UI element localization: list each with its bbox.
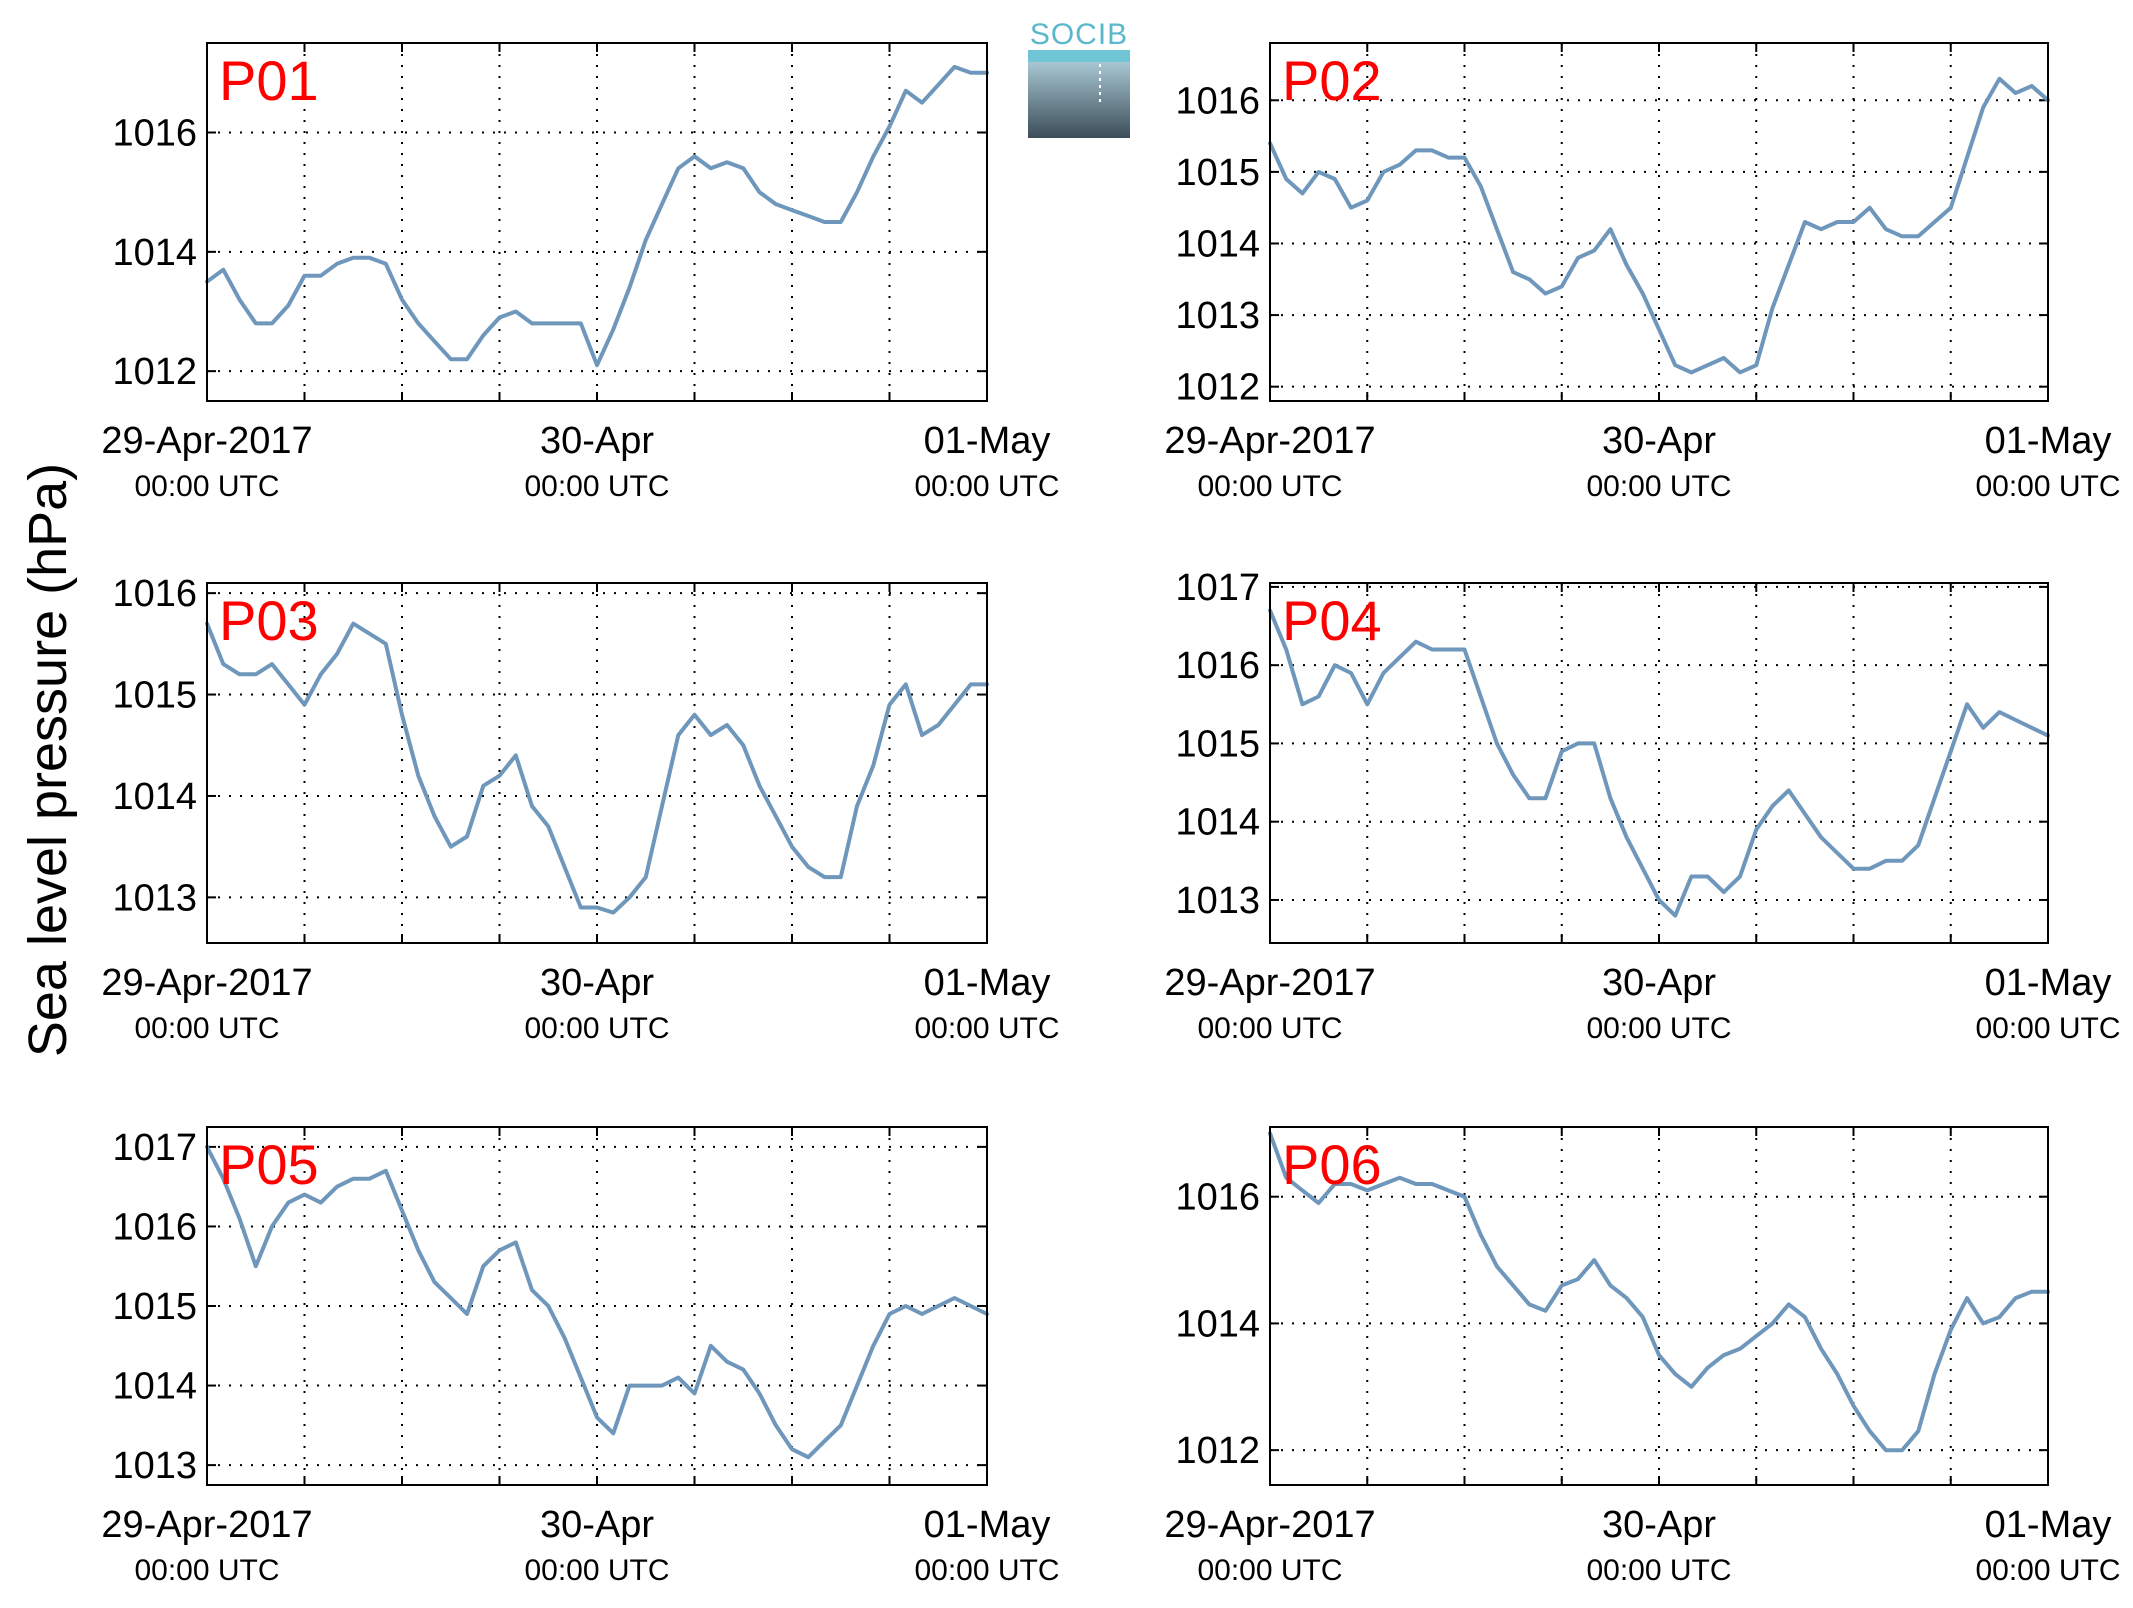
y-tick-label: 1016 [1175, 645, 1260, 687]
x-tick-sublabel: 00:00 UTC [1197, 1554, 1342, 1587]
x-tick-sublabel: 00:00 UTC [134, 470, 279, 503]
panels: 1012 1014 1016 29-Apr-2017 00:00 UTC 30-Apr 00… [101, 42, 2121, 1587]
x-tick-label: 01-May [1985, 962, 2112, 1004]
y-tick-label: 1013 [1175, 880, 1260, 922]
x-tick-label: 30-Apr [540, 1504, 654, 1546]
plot-area [1270, 43, 2048, 401]
x-tick-label: 01-May [924, 1504, 1051, 1546]
x-tick-label: 29-Apr-2017 [101, 962, 312, 1004]
panel-p04: 1013 1014 1015 1016 1017 29-Apr-2017 00:00 UTC… [1164, 567, 2120, 1045]
panel-p03: 1013 1014 1015 1016 29-Apr-2017 00:00 UTC 30-A… [101, 573, 1059, 1045]
y-tick-label: 1013 [1175, 295, 1260, 337]
y-tick-label: 1012 [1175, 1430, 1260, 1472]
x-tick-label: 30-Apr [1602, 1504, 1716, 1546]
y-tick-label: 1014 [112, 776, 197, 818]
plot-area [207, 583, 987, 943]
y-tick-label: 1012 [1175, 367, 1260, 409]
x-tick-label: 29-Apr-2017 [101, 420, 312, 462]
panel-p01: 1012 1014 1016 29-Apr-2017 00:00 UTC 30-Apr 00… [101, 42, 1060, 503]
y-tick-label: 1015 [1175, 723, 1260, 765]
logo-block [1028, 62, 1130, 138]
panel-label: P01 [219, 49, 319, 112]
x-tick-sublabel: 00:00 UTC [914, 1554, 1059, 1587]
x-tick-sublabel: 00:00 UTC [134, 1012, 279, 1045]
y-tick-label: 1015 [112, 675, 197, 717]
y-tick-label: 1016 [112, 573, 197, 615]
y-tick-label: 1017 [1175, 567, 1260, 609]
y-tick-label: 1014 [1175, 1303, 1260, 1345]
y-tick-label: 1016 [112, 113, 197, 155]
series-line [1268, 1131, 2050, 1453]
y-axis-label: Sea level pressure (hPa) [18, 463, 78, 1057]
x-tick-sublabel: 00:00 UTC [1975, 470, 2120, 503]
socib-logo: SOCIB [1028, 18, 1130, 138]
panel-label: P03 [219, 589, 319, 652]
x-tick-label: 30-Apr [1602, 962, 1716, 1004]
y-tick-label: 1014 [112, 232, 197, 274]
plot-area [207, 43, 987, 401]
axes-frame [1269, 582, 2049, 944]
series-line [205, 1144, 989, 1460]
panel-label: P04 [1282, 589, 1382, 652]
x-tick-label: 30-Apr [540, 962, 654, 1004]
x-tick-label: 01-May [924, 420, 1051, 462]
panel-label: P02 [1282, 49, 1382, 112]
logo-band [1028, 50, 1130, 62]
y-tick-label: 1014 [112, 1366, 197, 1408]
x-tick-sublabel: 00:00 UTC [524, 1554, 669, 1587]
series-line [1268, 76, 2050, 375]
y-tick-label: 1015 [112, 1286, 197, 1328]
x-tick-label: 30-Apr [1602, 420, 1716, 462]
plot-area [1270, 583, 2048, 943]
axes-frame [206, 1126, 988, 1486]
logo-text: SOCIB [1030, 18, 1128, 51]
y-tick-label: 1013 [112, 877, 197, 919]
x-tick-label: 29-Apr-2017 [1164, 420, 1375, 462]
x-tick-sublabel: 00:00 UTC [914, 1012, 1059, 1045]
axes-frame [206, 582, 988, 944]
axes-frame [206, 42, 988, 402]
plot-area [207, 1127, 987, 1485]
y-tick-label: 1016 [1175, 1177, 1260, 1219]
series-line [205, 64, 989, 368]
panel-label: P05 [219, 1133, 319, 1196]
axes-frame [1269, 1126, 2049, 1486]
y-tick-label: 1013 [112, 1445, 197, 1487]
panel-label: P06 [1282, 1133, 1382, 1196]
y-tick-label: 1016 [112, 1206, 197, 1248]
axes-frame [1269, 42, 2049, 402]
x-tick-sublabel: 00:00 UTC [524, 1012, 669, 1045]
panel-p02: 1012 1013 1014 1015 1016 29-Apr-2017 00:00 UTC… [1164, 42, 2121, 503]
x-tick-sublabel: 00:00 UTC [1975, 1554, 2120, 1587]
series-line [205, 621, 989, 915]
series-line [1268, 608, 2050, 918]
y-tick-label: 1017 [112, 1127, 197, 1169]
x-tick-label: 01-May [1985, 1504, 2112, 1546]
x-tick-sublabel: 00:00 UTC [1586, 470, 1731, 503]
y-tick-label: 1016 [1175, 80, 1260, 122]
x-tick-label: 01-May [924, 962, 1051, 1004]
x-tick-label: 29-Apr-2017 [1164, 962, 1375, 1004]
x-tick-label: 29-Apr-2017 [101, 1504, 312, 1546]
x-tick-sublabel: 00:00 UTC [134, 1554, 279, 1587]
y-tick-label: 1012 [112, 351, 197, 393]
y-tick-label: 1014 [1175, 802, 1260, 844]
x-tick-label: 01-May [1985, 420, 2112, 462]
x-tick-sublabel: 00:00 UTC [914, 470, 1059, 503]
x-tick-sublabel: 00:00 UTC [1197, 1012, 1342, 1045]
y-tick-label: 1015 [1175, 152, 1260, 194]
x-tick-sublabel: 00:00 UTC [1975, 1012, 2120, 1045]
x-tick-sublabel: 00:00 UTC [1197, 470, 1342, 503]
panel-p06: 1012 1014 1016 29-Apr-2017 00:00 UTC 30-Apr 00… [1164, 1126, 2121, 1587]
y-tick-label: 1014 [1175, 223, 1260, 265]
x-tick-sublabel: 00:00 UTC [1586, 1012, 1731, 1045]
x-tick-sublabel: 00:00 UTC [524, 470, 669, 503]
x-tick-label: 29-Apr-2017 [1164, 1504, 1375, 1546]
x-tick-label: 30-Apr [540, 420, 654, 462]
x-tick-sublabel: 00:00 UTC [1586, 1554, 1731, 1587]
panel-p05: 1013 1014 1015 1016 1017 29-Apr-2017 00:00 UTC… [101, 1126, 1060, 1587]
